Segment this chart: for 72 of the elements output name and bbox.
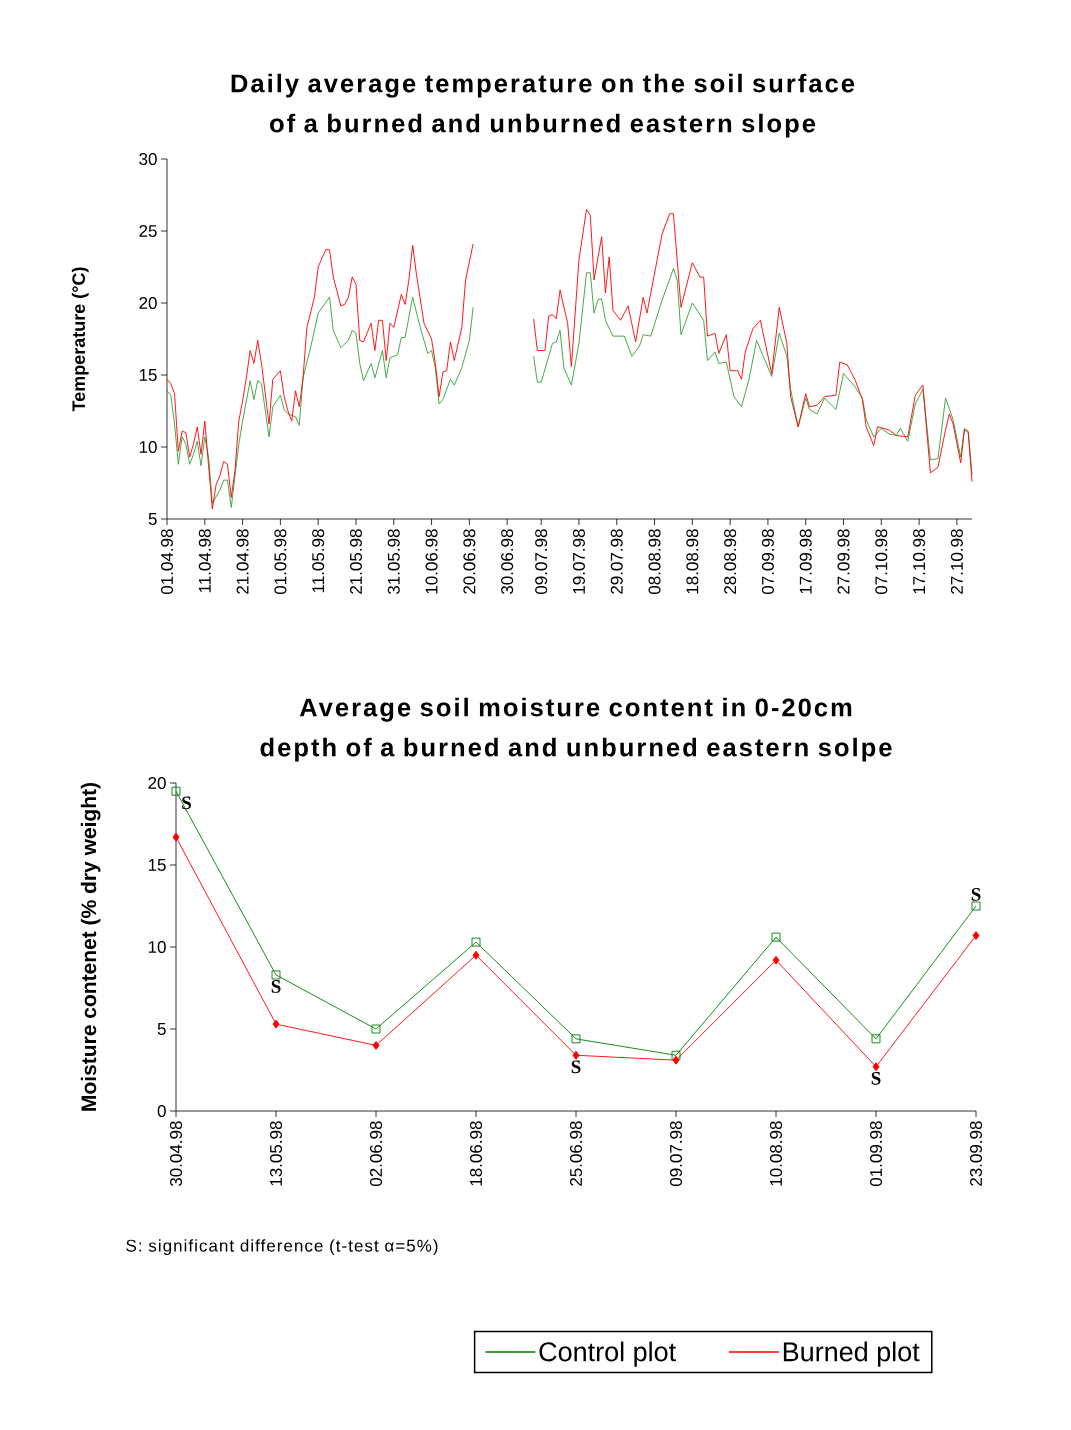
y-tick-label: 10 (148, 940, 166, 954)
point (772, 955, 780, 965)
y-tick-label: 15 (148, 859, 166, 871)
point (172, 832, 180, 842)
x-tick-label: 18.06.98 (469, 1121, 483, 1186)
annotation: S (271, 980, 281, 993)
point (471, 937, 481, 947)
point (872, 1062, 880, 1072)
annotation: S (571, 1060, 581, 1074)
point (472, 950, 480, 960)
point (171, 786, 181, 796)
annotation: S (182, 796, 191, 810)
legend-label: Control plot (539, 1341, 676, 1367)
x-tick-label: 09.07.98 (535, 529, 548, 595)
x-tick-label: 30.06.98 (501, 529, 514, 595)
x-tick-label: 27.09.98 (837, 529, 850, 594)
y-tick-label: 0 (157, 1104, 166, 1118)
x-tick-label: 18.08.98 (686, 529, 699, 594)
y-tick-label: 20 (148, 776, 166, 790)
x-tick-label: 01.09.98 (869, 1121, 883, 1187)
x-tick-label: 01.04.98 (160, 529, 174, 595)
legend-label: Burned plot (783, 1341, 920, 1367)
point (371, 1024, 381, 1034)
x-tick-label: 28.08.98 (724, 529, 737, 594)
point (671, 1050, 681, 1060)
x-tick-label: 10.06.98 (425, 529, 438, 594)
point (272, 1019, 280, 1029)
x-tick-label: 30.04.98 (169, 1121, 183, 1187)
annotation: S (871, 1071, 881, 1085)
x-tick-label: 27.10.98 (950, 529, 963, 594)
chart-title: Daily average temperature on the soil surface of a burned and unburned eastern slope (231, 73, 855, 138)
y-tick-label: 20 (139, 296, 157, 310)
y-tick-label: 15 (139, 369, 157, 381)
x-tick-label: 13.05.98 (269, 1121, 283, 1186)
y-tick-label: 30 (139, 152, 157, 166)
x-tick-label: 20.06.98 (463, 529, 476, 594)
text: S: significant difference (t-test α=5%) (126, 1239, 438, 1256)
annotation: S (971, 888, 981, 901)
point (971, 901, 981, 911)
x-tick-label: 01.05.98 (274, 529, 287, 595)
point (572, 1050, 580, 1060)
y-tick-label: 5 (157, 1023, 166, 1035)
x-tick-label: 21.04.98 (236, 529, 249, 594)
x-tick-label: 19.07.98 (572, 529, 585, 594)
point (372, 1040, 380, 1050)
x-tick-label: 08.08.98 (648, 529, 661, 595)
point (871, 1034, 881, 1044)
x-tick-label: 11.04.98 (198, 529, 211, 593)
chart-title: Average soil moisture content in 0-20cm depth of a burned and unburned eastern solpe (260, 697, 892, 762)
point (571, 1034, 581, 1044)
x-tick-label: 29.07.98 (610, 529, 623, 594)
x-tick-label: 09.07.98 (669, 1121, 683, 1187)
y-axis-title: Moisture contenet (% dry weight) (80, 782, 101, 1111)
point (271, 970, 281, 980)
x-tick-label: 17.10.98 (913, 529, 926, 594)
point (771, 932, 781, 942)
x-tick-label: 02.06.98 (369, 1121, 383, 1187)
x-tick-label: 31.05.98 (387, 529, 400, 595)
y-tick-label: 10 (139, 440, 157, 454)
x-tick-label: 11.05.98 (312, 529, 325, 593)
y-tick-label: 25 (139, 224, 157, 238)
x-tick-label: 23.09.98 (969, 1121, 983, 1186)
x-tick-label: 21.05.98 (349, 529, 362, 594)
x-tick-label: 07.10.98 (875, 529, 888, 595)
x-tick-label: 17.09.98 (799, 529, 812, 594)
point (972, 931, 980, 940)
point (672, 1055, 680, 1065)
y-axis-title: Temperature (°C) (71, 267, 89, 412)
x-tick-label: 07.09.98 (761, 529, 774, 595)
y-tick-label: 5 (148, 513, 157, 525)
x-tick-label: 10.08.98 (769, 1121, 783, 1186)
x-tick-label: 25.06.98 (569, 1121, 583, 1186)
